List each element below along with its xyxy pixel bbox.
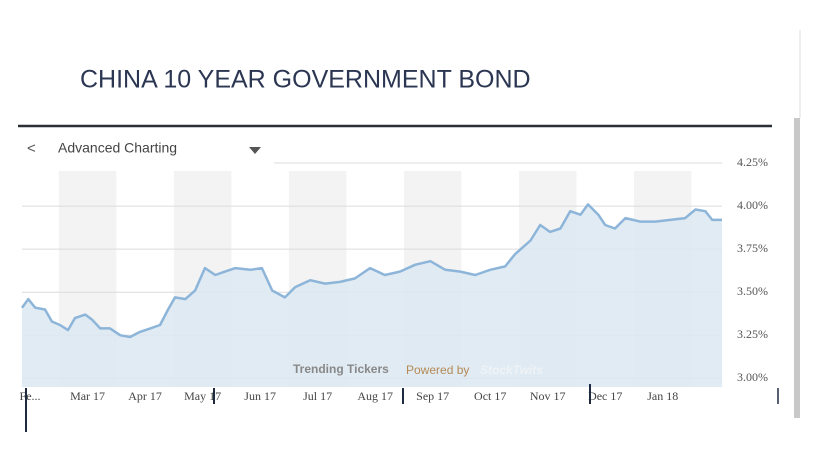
scrollbar bbox=[794, 118, 800, 418]
x-tick-label: Sep 17 bbox=[416, 389, 449, 403]
dropdown-arrow[interactable] bbox=[249, 147, 261, 154]
plot: 3.00% 3.25% 3.50% 3.75% 4.00% 4.25% Fe... Mar 1… bbox=[20, 155, 768, 403]
y-tick-label: 4.25% bbox=[737, 155, 768, 169]
x-tick-label: Aug 17 bbox=[357, 389, 393, 403]
x-tick-label: Jan 18 bbox=[647, 389, 678, 403]
y-tick-label: 4.00% bbox=[737, 198, 768, 212]
area bbox=[22, 204, 722, 387]
x-tick-label: Fe... bbox=[20, 389, 41, 403]
y-tick-label: 3.00% bbox=[737, 370, 768, 384]
x-tick-label: Nov 17 bbox=[530, 389, 566, 403]
brand[interactable]: StockTwits bbox=[480, 363, 543, 377]
line bbox=[20, 203, 722, 339]
trending-label[interactable]: Trending Tickers bbox=[293, 362, 389, 376]
y-tick-label: 3.75% bbox=[737, 241, 768, 255]
toolbar[interactable] bbox=[18, 134, 274, 166]
chart-title: CHINA 10 YEAR GOVERNMENT BOND bbox=[80, 66, 531, 94]
powered-by: Powered by bbox=[406, 363, 469, 377]
x-tick-label: May 17 bbox=[184, 389, 221, 403]
x-tick-label: Jul 17 bbox=[303, 389, 332, 403]
x-tick-label: Oct 17 bbox=[474, 389, 506, 403]
x-tick-label: Jun 17 bbox=[244, 389, 276, 403]
x-tick-label: Apr 17 bbox=[128, 389, 162, 403]
x-tick-label: Dec 17 bbox=[588, 389, 622, 403]
toolbar-label[interactable]: Advanced Charting bbox=[58, 140, 177, 156]
y-tick-label: 3.50% bbox=[737, 284, 768, 298]
x-tick-label: Mar 17 bbox=[70, 389, 105, 403]
back-arrow[interactable]: < bbox=[27, 140, 36, 157]
y-tick-label: 3.25% bbox=[737, 327, 768, 341]
